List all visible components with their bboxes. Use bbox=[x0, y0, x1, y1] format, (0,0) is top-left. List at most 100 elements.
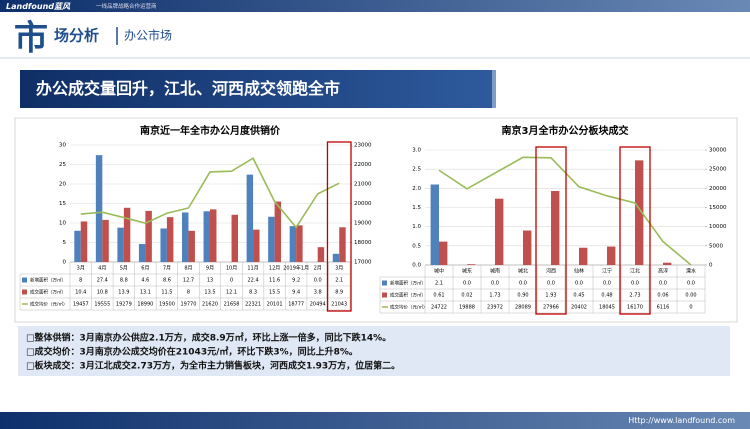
table-cell: 0.0 bbox=[463, 281, 471, 287]
table-cell: 19279 bbox=[116, 302, 132, 308]
table-cell: 8 bbox=[187, 290, 190, 296]
y2-tick-label: 20000 bbox=[709, 186, 727, 192]
bar bbox=[123, 207, 131, 262]
x-tick-label: 5月 bbox=[120, 266, 128, 272]
bar bbox=[182, 212, 189, 262]
x-tick-label: 仙林 bbox=[574, 268, 584, 275]
table-cell: 19500 bbox=[159, 302, 175, 308]
table-cell: 1.93 bbox=[545, 293, 556, 299]
bar bbox=[339, 227, 346, 262]
table-cell: 2.1 bbox=[435, 281, 443, 287]
table-cell: 22321 bbox=[245, 302, 261, 308]
x-tick-label: 高淳 bbox=[658, 268, 668, 275]
bar bbox=[268, 216, 275, 262]
banner bbox=[20, 70, 492, 108]
legend-label: 成交均价（元/㎡） bbox=[390, 304, 428, 311]
table-cell: 19888 bbox=[459, 305, 475, 311]
table-cell: 13.1 bbox=[140, 290, 151, 296]
table-cell: 0.0 bbox=[659, 281, 667, 287]
chart-title: 南京近一年全市办公月度供销价 bbox=[140, 124, 281, 137]
table-cell: 0.48 bbox=[601, 293, 612, 299]
x-tick-label: 10月 bbox=[226, 266, 237, 272]
x-tick-label: 3月 bbox=[335, 266, 343, 272]
x-tick-label: 7月 bbox=[163, 266, 171, 272]
legend-swatch bbox=[22, 289, 27, 295]
line bbox=[438, 156, 692, 266]
bar bbox=[495, 198, 504, 265]
bar bbox=[289, 226, 297, 262]
y-tick-label: 20 bbox=[59, 182, 66, 188]
table-cell: 9.4 bbox=[292, 290, 300, 296]
legend-label: 成交面积（万㎡） bbox=[30, 289, 66, 296]
table-cell: 6116 bbox=[657, 305, 670, 311]
bar bbox=[296, 225, 303, 262]
x-tick-label: 2月 bbox=[314, 266, 322, 272]
legend-label: 新增面积（万㎡） bbox=[30, 277, 66, 284]
table-cell: 0.0 bbox=[631, 281, 639, 287]
table-cell: 8 bbox=[79, 278, 82, 284]
table-cell: 18777 bbox=[288, 302, 304, 308]
x-tick-label: 城南 bbox=[490, 268, 500, 275]
bar bbox=[317, 247, 325, 262]
table-cell: 19555 bbox=[94, 302, 110, 308]
bar bbox=[467, 264, 476, 265]
y-tick-label: 0.0 bbox=[412, 263, 421, 269]
bar bbox=[635, 160, 644, 265]
table-cell: 1.73 bbox=[489, 293, 500, 299]
bar bbox=[166, 217, 174, 262]
x-tick-label: 溧水 bbox=[686, 268, 696, 275]
legend-swatch bbox=[382, 280, 387, 286]
table-cell: 0.0 bbox=[491, 281, 499, 287]
x-tick-label: 江宁 bbox=[602, 268, 612, 275]
bar bbox=[246, 174, 254, 262]
bar bbox=[95, 155, 103, 262]
y2-tick-label: 0 bbox=[709, 263, 713, 269]
table-cell: 11.6 bbox=[269, 278, 280, 284]
legend-label: 新增面积（万㎡） bbox=[390, 280, 426, 287]
y2-tick-label: 20000 bbox=[354, 201, 372, 207]
bar bbox=[551, 191, 560, 265]
table-cell: 13 bbox=[207, 278, 213, 284]
bar bbox=[80, 221, 88, 262]
table-cell: 21043 bbox=[331, 302, 347, 308]
table-cell: 20402 bbox=[571, 305, 587, 311]
table-cell: 15.5 bbox=[269, 290, 280, 296]
y-tick-label: 25 bbox=[59, 162, 66, 168]
x-tick-label: 11月 bbox=[247, 266, 258, 272]
legend-swatch bbox=[382, 292, 387, 298]
table-cell: 27.4 bbox=[97, 278, 108, 284]
y-tick-label: 30 bbox=[59, 143, 66, 149]
table-cell: 3.8 bbox=[314, 290, 322, 296]
bar bbox=[274, 201, 282, 262]
bullet: □板块成交：3月江北成交2.73万方，为全市主力销售板块，河西成交1.93万方，… bbox=[26, 360, 400, 372]
table-cell: 8.9 bbox=[335, 290, 343, 296]
bar bbox=[203, 211, 210, 262]
table-cell: 21658 bbox=[224, 302, 240, 308]
table-cell: 20101 bbox=[267, 302, 283, 308]
y-tick-label: 5 bbox=[63, 240, 67, 246]
bar bbox=[430, 184, 439, 265]
y2-tick-label: 25000 bbox=[709, 167, 727, 173]
bar bbox=[607, 246, 616, 265]
highlight bbox=[326, 141, 352, 312]
table-cell: 0.45 bbox=[573, 293, 584, 299]
table-cell: 16170 bbox=[627, 305, 643, 311]
table-cell: 13.5 bbox=[204, 290, 215, 296]
subsection: 办公市场 bbox=[124, 28, 172, 43]
y2-tick-label: 10000 bbox=[709, 224, 727, 230]
slogan: 一线品牌战略合作运营商 bbox=[96, 2, 157, 10]
bar bbox=[439, 241, 448, 265]
y2-tick-label: 19000 bbox=[354, 221, 372, 227]
footer-bar bbox=[0, 412, 750, 429]
y2-tick-label: 21000 bbox=[354, 182, 372, 188]
y2-tick-label: 18000 bbox=[354, 240, 372, 246]
bar bbox=[117, 227, 124, 262]
table-cell: 20494 bbox=[310, 302, 326, 308]
y-tick-label: 2.5 bbox=[412, 167, 421, 173]
y2-tick-label: 23000 bbox=[354, 143, 372, 149]
y-tick-label: 0.5 bbox=[412, 243, 421, 249]
table-cell: 8.3 bbox=[249, 290, 257, 296]
footer: Http://www.landfound.com bbox=[628, 416, 735, 425]
bar bbox=[663, 262, 672, 265]
